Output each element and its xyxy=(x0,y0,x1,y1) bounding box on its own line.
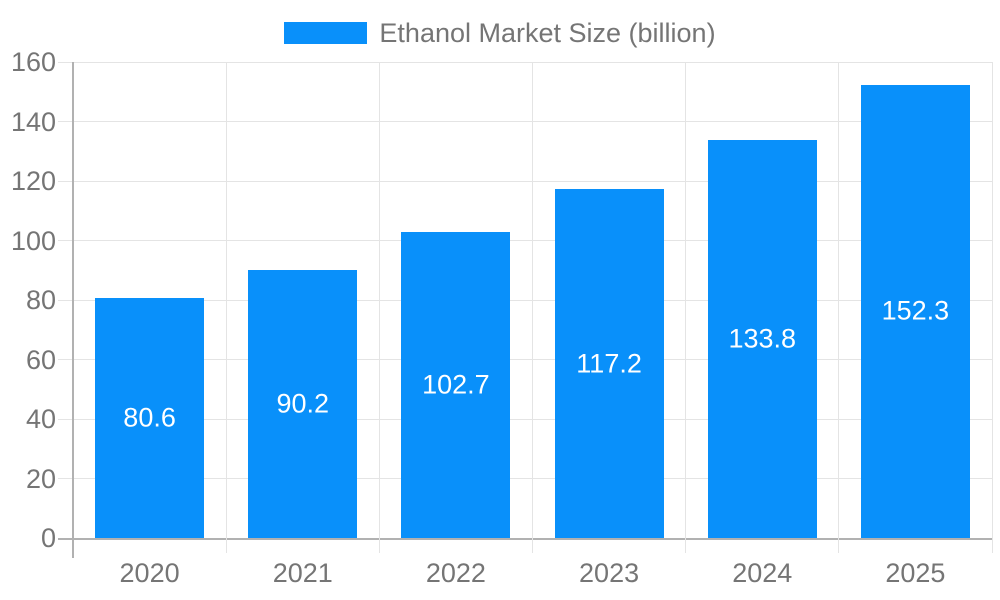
gridline-x-3 xyxy=(532,62,533,553)
gridline-y-120 xyxy=(58,180,992,182)
bar-value-label: 133.8 xyxy=(728,323,797,354)
gridline-x-5 xyxy=(838,62,840,553)
gridline-x-2 xyxy=(378,62,380,553)
bar-2025[interactable]: 152.3 xyxy=(860,84,970,538)
bar-2024[interactable]: 133.8 xyxy=(707,139,817,538)
legend-label: Ethanol Market Size (billion) xyxy=(379,18,716,48)
gridline-y-60 xyxy=(58,359,992,360)
y-axis-tick-label-120: 120 xyxy=(10,166,56,196)
x-axis-label-2025: 2025 xyxy=(885,558,946,588)
y-axis-tick-label-0: 0 xyxy=(40,523,56,553)
bar-value-label: 90.2 xyxy=(276,388,330,419)
gridline-y-80 xyxy=(58,299,992,301)
y-axis-tick-label-40: 40 xyxy=(25,404,56,434)
bar-2020[interactable]: 80.6 xyxy=(95,298,205,538)
y-axis-tick-label-60: 60 xyxy=(25,344,56,375)
gridline-x-6 xyxy=(991,62,993,553)
y-axis-line xyxy=(72,62,74,558)
legend-swatch xyxy=(284,22,368,44)
gridline-x-1 xyxy=(225,62,227,553)
y-axis-tick-label-100: 100 xyxy=(10,225,56,256)
gridline-y-100 xyxy=(58,240,992,241)
x-axis-label-2022: 2022 xyxy=(425,558,486,588)
x-axis-label-2021: 2021 xyxy=(272,558,333,588)
gridline-y-40 xyxy=(58,418,992,420)
bar-value-label: 152.3 xyxy=(881,295,950,326)
bar-value-label: 102.7 xyxy=(422,369,490,400)
gridline-y-140 xyxy=(58,121,992,122)
bar-value-label: 80.6 xyxy=(123,402,176,433)
y-axis-tick-label-20: 20 xyxy=(25,463,56,494)
gridline-y-160 xyxy=(58,61,992,63)
y-axis-tick-label-140: 140 xyxy=(10,106,56,137)
gridline-x-4 xyxy=(685,62,687,553)
chart-legend[interactable]: Ethanol Market Size (billion) xyxy=(0,18,1000,48)
gridline-y-20 xyxy=(58,478,992,479)
bar-value-label: 117.2 xyxy=(576,348,642,379)
y-axis-tick-label-80: 80 xyxy=(25,285,56,315)
x-axis-label-2024: 2024 xyxy=(732,558,793,588)
x-axis-line xyxy=(58,538,992,540)
x-axis-label-2023: 2023 xyxy=(579,558,640,588)
bar-2022[interactable]: 102.7 xyxy=(401,232,511,538)
bar-2023[interactable]: 117.2 xyxy=(554,189,664,538)
y-axis-tick-label-160: 160 xyxy=(10,47,56,77)
bar-2021[interactable]: 90.2 xyxy=(248,269,358,538)
x-axis-label-2020: 2020 xyxy=(119,558,180,588)
